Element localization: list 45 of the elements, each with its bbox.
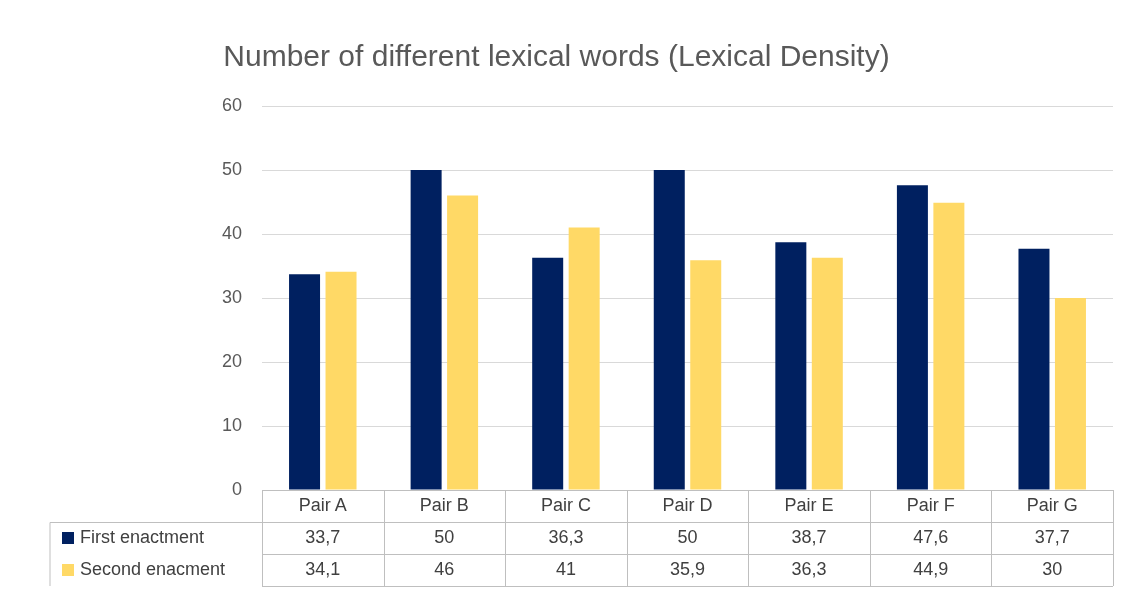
data-label: 36,3	[548, 526, 584, 547]
bar	[933, 202, 965, 490]
bar	[325, 271, 357, 490]
x-tick-label: Pair B	[419, 494, 469, 515]
data-label: 50	[677, 526, 698, 547]
y-tick-label: 40	[221, 222, 242, 243]
bar	[568, 227, 600, 490]
x-tick-label: Pair F	[906, 494, 955, 515]
bar	[447, 195, 479, 490]
y-tick-label: 20	[221, 350, 242, 371]
chart-title: Number of different lexical words (Lexical Density)	[223, 39, 890, 73]
x-tick-label: Pair E	[784, 494, 834, 515]
y-tick-label: 50	[221, 158, 242, 179]
bar	[653, 170, 685, 490]
bar	[532, 257, 564, 490]
data-label: 38,7	[791, 526, 827, 547]
bar	[775, 242, 807, 490]
data-label: 41	[555, 558, 576, 579]
bar	[811, 257, 843, 490]
data-label: 30	[1042, 558, 1063, 579]
data-label: 46	[434, 558, 455, 579]
legend-label: First enactment	[80, 526, 205, 547]
y-tick-label: 0	[231, 478, 242, 499]
data-label: 34,1	[305, 558, 341, 579]
bar	[1018, 248, 1050, 490]
y-tick-label: 30	[221, 286, 242, 307]
legend-label: Second enacment	[80, 558, 226, 579]
x-tick-label: Pair A	[298, 494, 347, 515]
bar	[896, 185, 928, 490]
data-label: 47,6	[913, 526, 949, 547]
bar	[410, 170, 442, 490]
bar	[289, 274, 321, 490]
data-label: 37,7	[1034, 526, 1070, 547]
y-tick-label: 60	[221, 94, 242, 115]
bar	[1054, 298, 1086, 490]
x-tick-label: Pair C	[540, 494, 591, 515]
data-label: 50	[434, 526, 455, 547]
data-label: 44,9	[913, 558, 949, 579]
data-label: 36,3	[791, 558, 827, 579]
data-label: 35,9	[669, 558, 706, 579]
bar	[690, 260, 722, 490]
x-tick-label: Pair G	[1026, 494, 1078, 515]
y-tick-label: 10	[221, 414, 242, 435]
data-label: 33,7	[305, 526, 341, 547]
x-tick-label: Pair D	[662, 494, 713, 515]
